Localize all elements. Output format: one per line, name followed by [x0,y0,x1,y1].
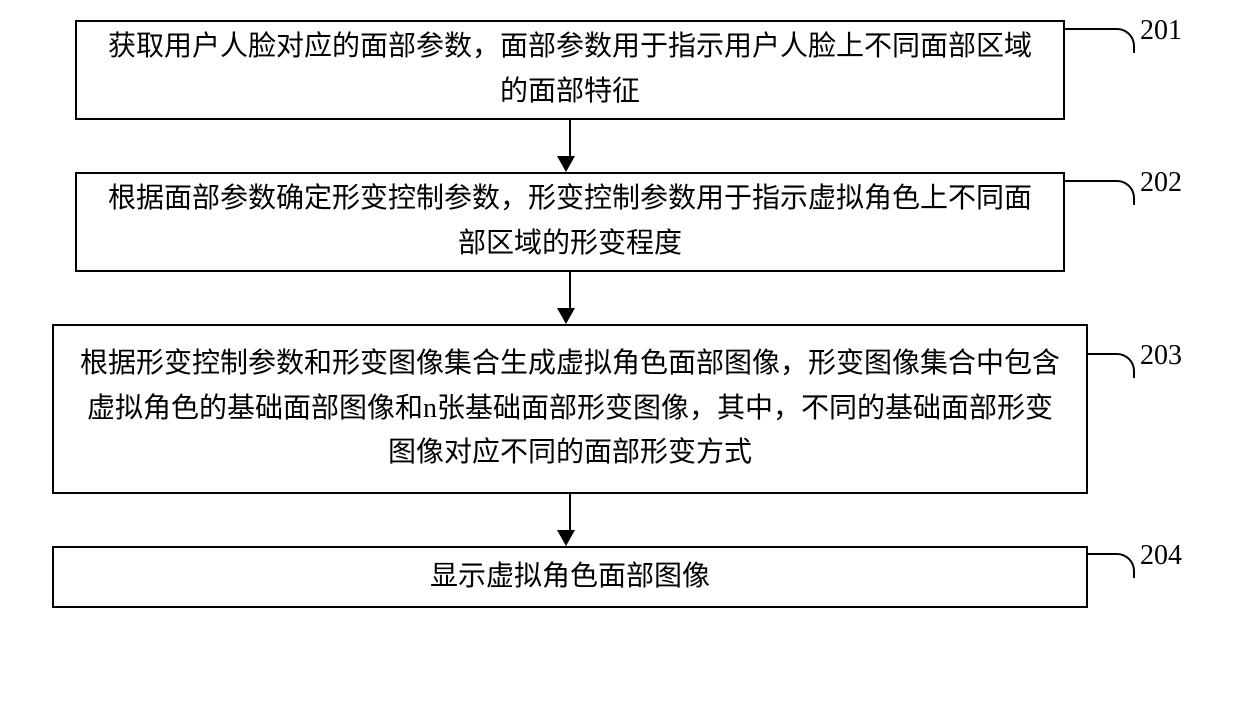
step-text-201: 获取用户人脸对应的面部参数，面部参数用于指示用户人脸上不同面部区域的面部特征 [97,25,1043,115]
arrow-202-203 [565,272,575,324]
step-label-203: 203 [1140,340,1182,372]
leader-line-204 [1088,553,1135,578]
step-box-202: 根据面部参数确定形变控制参数，形变控制参数用于指示虚拟角色上不同面部区域的形变程… [75,172,1065,272]
leader-line-203 [1088,353,1135,378]
step-box-204: 显示虚拟角色面部图像 [52,546,1088,608]
step-label-204: 204 [1140,540,1182,572]
leader-line-202 [1065,180,1135,205]
step-box-203: 根据形变控制参数和形变图像集合生成虚拟角色面部图像，形变图像集合中包含虚拟角色的… [52,324,1088,494]
step-label-202: 202 [1140,167,1182,199]
step-box-201: 获取用户人脸对应的面部参数，面部参数用于指示用户人脸上不同面部区域的面部特征 [75,20,1065,120]
step-text-203: 根据形变控制参数和形变图像集合生成虚拟角色面部图像，形变图像集合中包含虚拟角色的… [74,342,1066,476]
step-label-201: 201 [1140,15,1182,47]
step-text-202: 根据面部参数确定形变控制参数，形变控制参数用于指示虚拟角色上不同面部区域的形变程… [97,177,1043,267]
arrow-203-204 [565,494,575,546]
flowchart-container: 获取用户人脸对应的面部参数，面部参数用于指示用户人脸上不同面部区域的面部特征 2… [0,0,1240,714]
arrow-201-202 [565,120,575,172]
step-text-204: 显示虚拟角色面部图像 [430,555,710,600]
leader-line-201 [1065,28,1135,53]
